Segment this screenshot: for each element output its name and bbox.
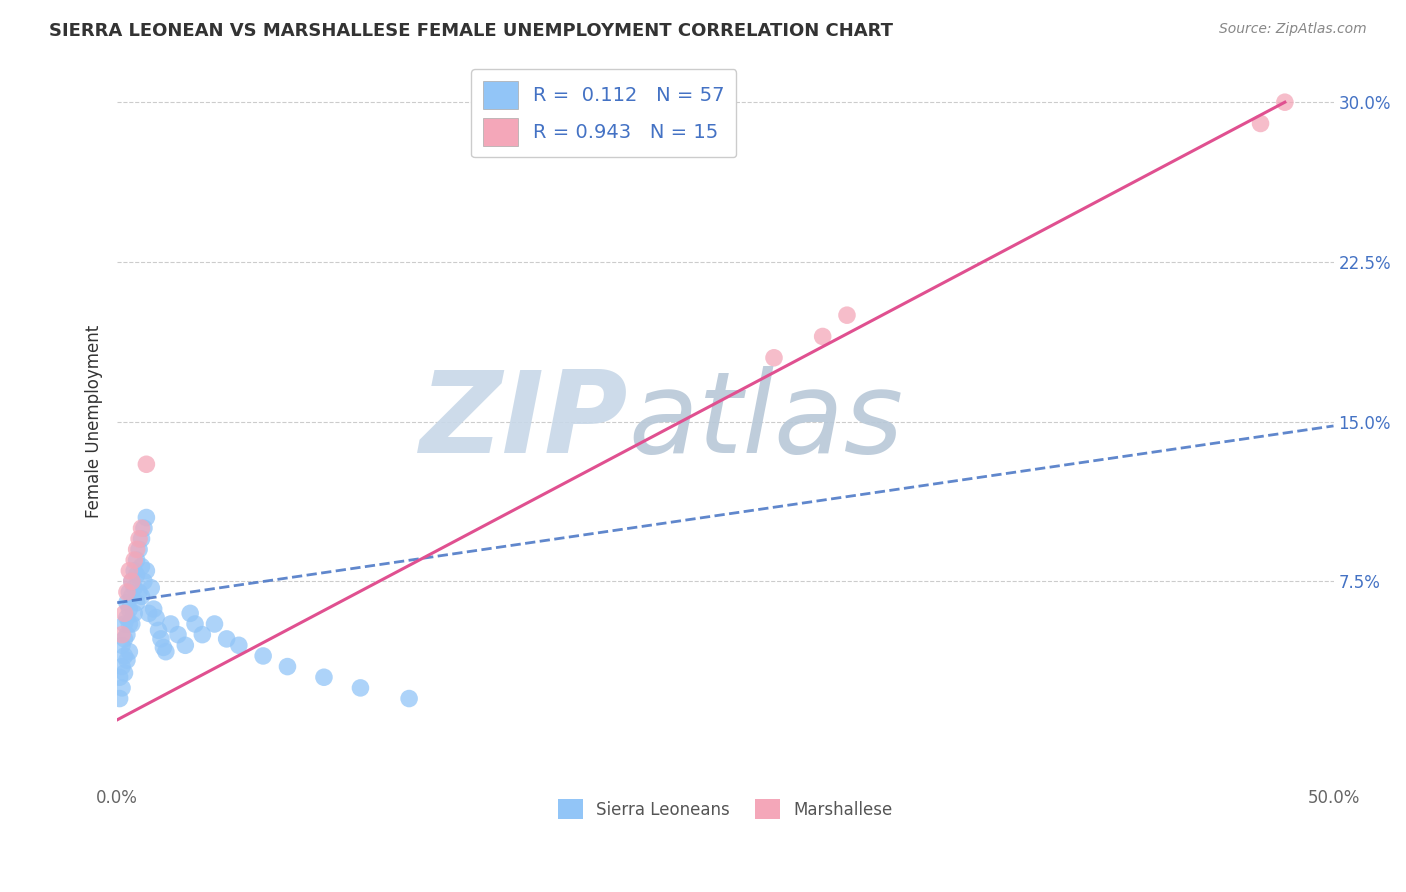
Point bbox=[125, 596, 148, 610]
Point bbox=[276, 659, 298, 673]
Point bbox=[835, 308, 858, 322]
Point bbox=[111, 627, 134, 641]
Point bbox=[204, 617, 226, 632]
Point bbox=[121, 590, 143, 604]
Text: Source: ZipAtlas.com: Source: ZipAtlas.com bbox=[1219, 22, 1367, 37]
Point bbox=[122, 553, 145, 567]
Point bbox=[215, 632, 238, 646]
Point bbox=[141, 581, 163, 595]
Point bbox=[811, 329, 834, 343]
Point bbox=[135, 564, 157, 578]
Point bbox=[118, 617, 141, 632]
Point bbox=[131, 559, 153, 574]
Point bbox=[108, 670, 131, 684]
Point bbox=[152, 640, 174, 655]
Point bbox=[118, 602, 141, 616]
Point bbox=[114, 665, 136, 680]
Point bbox=[128, 585, 150, 599]
Point bbox=[122, 564, 145, 578]
Point bbox=[167, 627, 190, 641]
Point bbox=[138, 607, 160, 621]
Point bbox=[115, 610, 138, 624]
Point bbox=[312, 670, 335, 684]
Point bbox=[131, 532, 153, 546]
Point bbox=[114, 607, 136, 621]
Point bbox=[184, 617, 207, 632]
Point bbox=[135, 457, 157, 471]
Point bbox=[114, 632, 136, 646]
Point bbox=[135, 510, 157, 524]
Point bbox=[763, 351, 786, 365]
Point bbox=[142, 602, 165, 616]
Point bbox=[121, 574, 143, 589]
Point bbox=[132, 574, 155, 589]
Point bbox=[125, 542, 148, 557]
Point bbox=[179, 607, 201, 621]
Point bbox=[159, 617, 181, 632]
Point bbox=[398, 691, 420, 706]
Point bbox=[1274, 95, 1296, 110]
Point bbox=[115, 653, 138, 667]
Point bbox=[108, 691, 131, 706]
Point bbox=[125, 553, 148, 567]
Point bbox=[1250, 116, 1272, 130]
Point bbox=[111, 638, 134, 652]
Point bbox=[125, 568, 148, 582]
Point bbox=[191, 627, 214, 641]
Text: ZIP: ZIP bbox=[419, 367, 628, 477]
Point bbox=[149, 632, 172, 646]
Point bbox=[128, 532, 150, 546]
Point bbox=[132, 521, 155, 535]
Point bbox=[115, 585, 138, 599]
Text: SIERRA LEONEAN VS MARSHALLESE FEMALE UNEMPLOYMENT CORRELATION CHART: SIERRA LEONEAN VS MARSHALLESE FEMALE UNE… bbox=[49, 22, 893, 40]
Point bbox=[111, 659, 134, 673]
Point bbox=[121, 617, 143, 632]
Point bbox=[349, 681, 371, 695]
Point bbox=[145, 610, 167, 624]
Point bbox=[128, 542, 150, 557]
Point bbox=[252, 648, 274, 663]
Point bbox=[131, 521, 153, 535]
Point bbox=[148, 624, 170, 638]
Legend: Sierra Leoneans, Marshallese: Sierra Leoneans, Marshallese bbox=[551, 792, 900, 826]
Y-axis label: Female Unemployment: Female Unemployment bbox=[86, 325, 103, 518]
Point bbox=[118, 564, 141, 578]
Point bbox=[155, 645, 177, 659]
Point bbox=[115, 627, 138, 641]
Point bbox=[118, 585, 141, 599]
Point bbox=[131, 590, 153, 604]
Point bbox=[114, 648, 136, 663]
Point bbox=[228, 638, 250, 652]
Point bbox=[118, 645, 141, 659]
Point bbox=[122, 607, 145, 621]
Point bbox=[121, 574, 143, 589]
Text: atlas: atlas bbox=[628, 367, 903, 477]
Point bbox=[114, 617, 136, 632]
Point bbox=[111, 681, 134, 695]
Point bbox=[122, 581, 145, 595]
Point bbox=[115, 596, 138, 610]
Point bbox=[174, 638, 197, 652]
